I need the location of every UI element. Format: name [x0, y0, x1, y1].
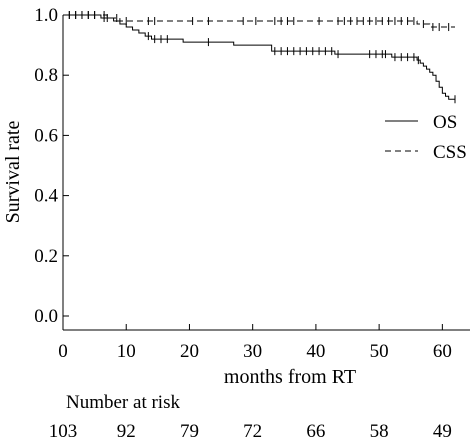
- number-at-risk-count: 58: [370, 421, 389, 442]
- x-tick-label: 0: [58, 341, 68, 362]
- legend-label-css: CSS: [433, 142, 467, 163]
- number-at-risk-count: 92: [117, 421, 136, 442]
- x-tick-label: 30: [243, 341, 262, 362]
- x-tick-label: 50: [370, 341, 389, 362]
- x-tick-label: 40: [306, 341, 325, 362]
- x-axis-title: months from RT: [224, 366, 356, 388]
- x-tick-label: 20: [180, 341, 199, 362]
- x-tick-label: 60: [433, 341, 452, 362]
- number-at-risk-count: 49: [433, 421, 452, 442]
- legend-label-os: OS: [433, 112, 457, 133]
- y-ticks: 0.0 0.2 0.4 0.6 0.8 1.0: [34, 5, 69, 327]
- y-axis-title: Survival rate: [2, 121, 24, 224]
- y-tick-label: 1.0: [34, 5, 58, 26]
- number-at-risk-title: Number at risk: [66, 392, 180, 413]
- number-at-risk-count: 72: [243, 421, 262, 442]
- x-tick-label: 10: [117, 341, 136, 362]
- y-tick-label: 0.0: [34, 306, 58, 327]
- y-tick-label: 0.4: [34, 186, 58, 207]
- number-at-risk-count: 103: [49, 421, 78, 442]
- y-tick-label: 0.8: [34, 65, 58, 86]
- x-ticks: 0 10 20 30 40 50 60: [58, 324, 452, 362]
- legend: OS CSS: [385, 112, 467, 163]
- number-at-risk-count: 66: [306, 421, 325, 442]
- css-survival-curve: [63, 14, 455, 28]
- series-layer: [63, 11, 456, 104]
- y-tick-label: 0.6: [34, 125, 58, 146]
- os-survival-curve: [63, 14, 455, 100]
- plot-area: [62, 15, 470, 331]
- y-tick-label: 0.2: [34, 246, 58, 267]
- number-at-risk-row: 103 92 79 72 66 58 49: [49, 421, 452, 442]
- number-at-risk-count: 79: [180, 421, 199, 442]
